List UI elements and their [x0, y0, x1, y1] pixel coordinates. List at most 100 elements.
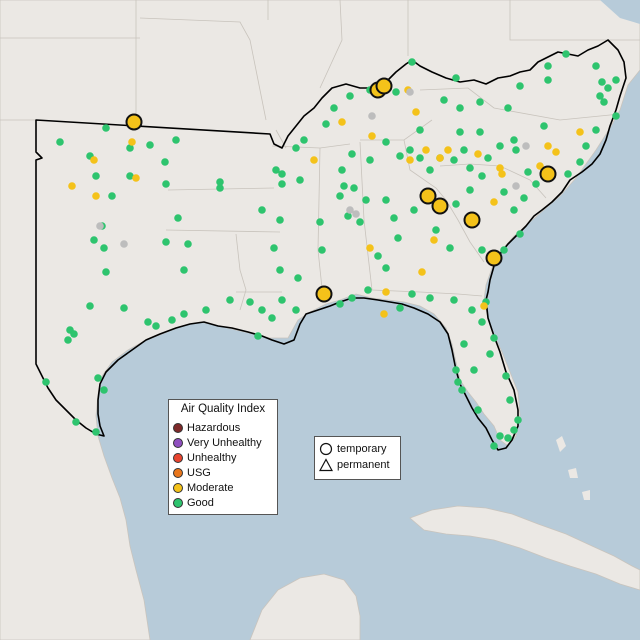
good-monitor-marker[interactable]: [500, 246, 508, 254]
good-monitor-marker[interactable]: [382, 196, 390, 204]
good-monitor-marker[interactable]: [460, 146, 468, 154]
moderate-monitor-marker[interactable]: [128, 138, 136, 146]
good-monitor-marker[interactable]: [596, 92, 604, 100]
good-monitor-marker[interactable]: [612, 112, 620, 120]
good-monitor-marker[interactable]: [520, 194, 528, 202]
temporary-monitor-marker[interactable]: [463, 211, 481, 229]
good-monitor-marker[interactable]: [408, 58, 416, 66]
good-monitor-marker[interactable]: [72, 418, 80, 426]
moderate-monitor-marker[interactable]: [444, 146, 452, 154]
good-monitor-marker[interactable]: [254, 332, 262, 340]
moderate-monitor-marker[interactable]: [418, 268, 426, 276]
good-monitor-marker[interactable]: [180, 266, 188, 274]
good-monitor-marker[interactable]: [544, 62, 552, 70]
good-monitor-marker[interactable]: [504, 104, 512, 112]
good-monitor-marker[interactable]: [540, 122, 548, 130]
good-monitor-marker[interactable]: [292, 306, 300, 314]
good-monitor-marker[interactable]: [486, 350, 494, 358]
good-monitor-marker[interactable]: [510, 206, 518, 214]
good-monitor-marker[interactable]: [216, 184, 224, 192]
good-monitor-marker[interactable]: [440, 96, 448, 104]
good-monitor-marker[interactable]: [516, 230, 524, 238]
good-monitor-marker[interactable]: [94, 374, 102, 382]
temporary-monitor-marker[interactable]: [419, 187, 437, 205]
moderate-monitor-marker[interactable]: [480, 302, 488, 310]
good-monitor-marker[interactable]: [598, 78, 606, 86]
good-monitor-marker[interactable]: [102, 124, 110, 132]
good-monitor-marker[interactable]: [268, 314, 276, 322]
good-monitor-marker[interactable]: [416, 154, 424, 162]
good-monitor-marker[interactable]: [174, 214, 182, 222]
good-monitor-marker[interactable]: [426, 294, 434, 302]
good-monitor-marker[interactable]: [340, 182, 348, 190]
good-monitor-marker[interactable]: [478, 318, 486, 326]
good-monitor-marker[interactable]: [604, 84, 612, 92]
no-data-monitor-marker[interactable]: [120, 240, 128, 248]
good-monitor-marker[interactable]: [336, 192, 344, 200]
good-monitor-marker[interactable]: [490, 442, 498, 450]
moderate-monitor-marker[interactable]: [406, 156, 414, 164]
good-monitor-marker[interactable]: [478, 246, 486, 254]
moderate-monitor-marker[interactable]: [430, 236, 438, 244]
good-monitor-marker[interactable]: [478, 172, 486, 180]
good-monitor-marker[interactable]: [161, 158, 169, 166]
good-monitor-marker[interactable]: [490, 334, 498, 342]
moderate-monitor-marker[interactable]: [498, 170, 506, 178]
good-monitor-marker[interactable]: [126, 172, 134, 180]
good-monitor-marker[interactable]: [474, 406, 482, 414]
good-monitor-marker[interactable]: [278, 180, 286, 188]
good-monitor-marker[interactable]: [300, 136, 308, 144]
good-monitor-marker[interactable]: [416, 126, 424, 134]
moderate-monitor-marker[interactable]: [496, 164, 504, 172]
good-monitor-marker[interactable]: [476, 128, 484, 136]
moderate-monitor-marker[interactable]: [576, 128, 584, 136]
good-monitor-marker[interactable]: [226, 296, 234, 304]
good-monitor-marker[interactable]: [346, 92, 354, 100]
good-monitor-marker[interactable]: [504, 434, 512, 442]
good-monitor-marker[interactable]: [562, 50, 570, 58]
good-monitor-marker[interactable]: [348, 150, 356, 158]
good-monitor-marker[interactable]: [100, 244, 108, 252]
good-monitor-marker[interactable]: [162, 238, 170, 246]
no-data-monitor-marker[interactable]: [96, 222, 104, 230]
good-monitor-marker[interactable]: [216, 178, 224, 186]
moderate-monitor-marker[interactable]: [92, 192, 100, 200]
temporary-monitor-marker[interactable]: [125, 113, 143, 131]
good-monitor-marker[interactable]: [42, 378, 50, 386]
good-monitor-marker[interactable]: [366, 156, 374, 164]
good-monitor-marker[interactable]: [120, 304, 128, 312]
good-monitor-marker[interactable]: [126, 144, 134, 152]
temporary-monitor-marker[interactable]: [375, 77, 393, 95]
good-monitor-marker[interactable]: [146, 141, 154, 149]
good-monitor-marker[interactable]: [592, 62, 600, 70]
good-monitor-marker[interactable]: [500, 188, 508, 196]
moderate-monitor-marker[interactable]: [338, 118, 346, 126]
moderate-monitor-marker[interactable]: [536, 162, 544, 170]
good-monitor-marker[interactable]: [382, 138, 390, 146]
good-monitor-marker[interactable]: [394, 234, 402, 242]
good-monitor-marker[interactable]: [272, 166, 280, 174]
good-monitor-marker[interactable]: [452, 366, 460, 374]
good-monitor-marker[interactable]: [100, 386, 108, 394]
good-monitor-marker[interactable]: [70, 330, 78, 338]
moderate-monitor-marker[interactable]: [366, 244, 374, 252]
no-data-monitor-marker[interactable]: [522, 142, 530, 150]
good-monitor-marker[interactable]: [600, 98, 608, 106]
no-data-monitor-marker[interactable]: [352, 210, 360, 218]
good-monitor-marker[interactable]: [564, 170, 572, 178]
good-monitor-marker[interactable]: [350, 184, 358, 192]
good-monitor-marker[interactable]: [432, 226, 440, 234]
good-monitor-marker[interactable]: [396, 152, 404, 160]
good-monitor-marker[interactable]: [502, 372, 510, 380]
good-monitor-marker[interactable]: [92, 172, 100, 180]
good-monitor-marker[interactable]: [336, 300, 344, 308]
good-monitor-marker[interactable]: [396, 304, 404, 312]
good-monitor-marker[interactable]: [152, 322, 160, 330]
good-monitor-marker[interactable]: [426, 166, 434, 174]
good-monitor-marker[interactable]: [162, 180, 170, 188]
good-monitor-marker[interactable]: [318, 246, 326, 254]
moderate-monitor-marker[interactable]: [474, 150, 482, 158]
good-monitor-marker[interactable]: [56, 138, 64, 146]
good-monitor-marker[interactable]: [582, 142, 590, 150]
